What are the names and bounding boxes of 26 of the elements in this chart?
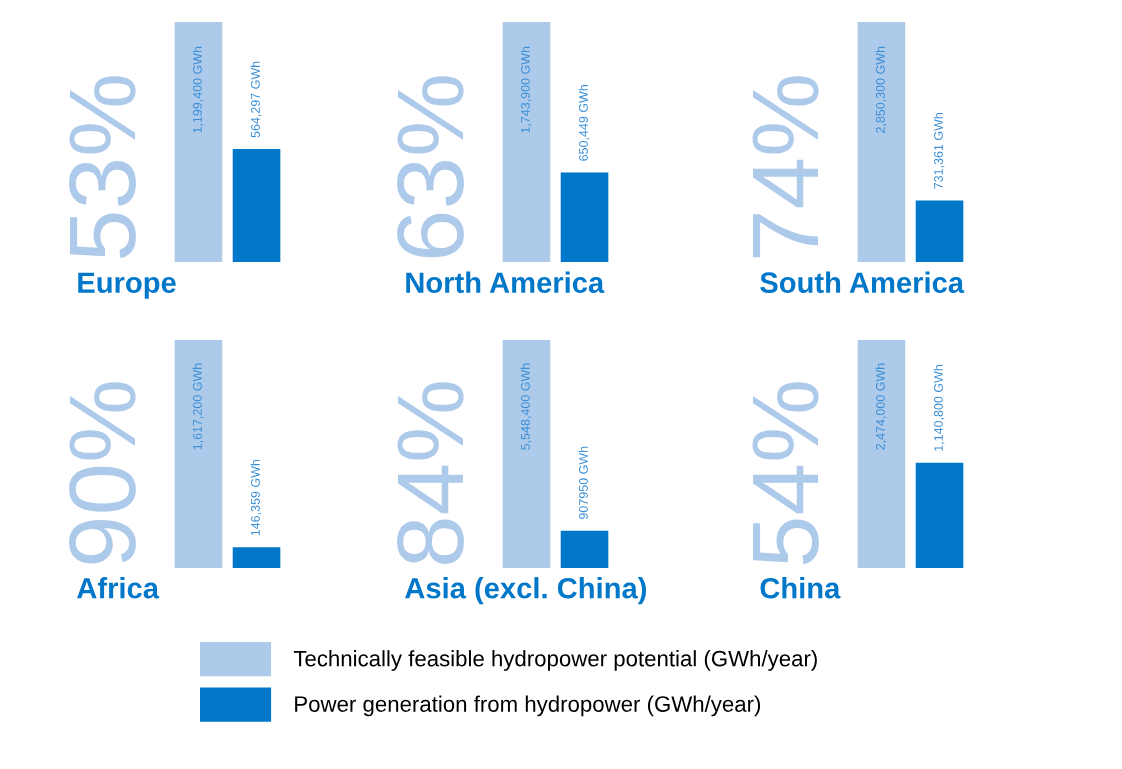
data-label: 1,199,400 GWh xyxy=(192,46,204,133)
text: North America xyxy=(406,271,605,294)
text: Europe xyxy=(78,272,176,299)
text: Asia (excl. China) xyxy=(405,577,646,605)
data-label: 5,548,400 GWh xyxy=(520,363,532,450)
data-label: 907950 GWh xyxy=(578,446,588,519)
data-label: 564,297 GWh xyxy=(250,61,262,138)
text: 54% xyxy=(752,382,819,565)
text: 90% xyxy=(69,382,136,564)
data-label: 2,850,300 GWh xyxy=(875,46,887,133)
data-label: 146,359 GWh xyxy=(250,459,262,536)
text: 74% xyxy=(752,76,819,258)
data-label: 1,617,200 GWh xyxy=(192,363,204,450)
text: Africa xyxy=(77,577,160,599)
legend-label: Power generation from hydropower (GWh/year) xyxy=(295,695,761,717)
data-label: 1,743,900 GWh xyxy=(520,46,532,133)
data-label: 731,361 GWh xyxy=(933,112,945,189)
data-label: 1,140,800 GWh xyxy=(933,365,945,451)
data-label: 2,474,000 GWh xyxy=(875,363,887,450)
data-label: 650,449 GWh xyxy=(578,85,590,161)
text: South America xyxy=(760,271,965,294)
legend-label: Technically feasible hydropower potential (GWh/year) xyxy=(293,650,817,671)
text: China xyxy=(760,577,841,599)
text: 84% xyxy=(397,382,464,564)
text: 53% xyxy=(69,76,136,259)
text: 63% xyxy=(397,76,464,258)
